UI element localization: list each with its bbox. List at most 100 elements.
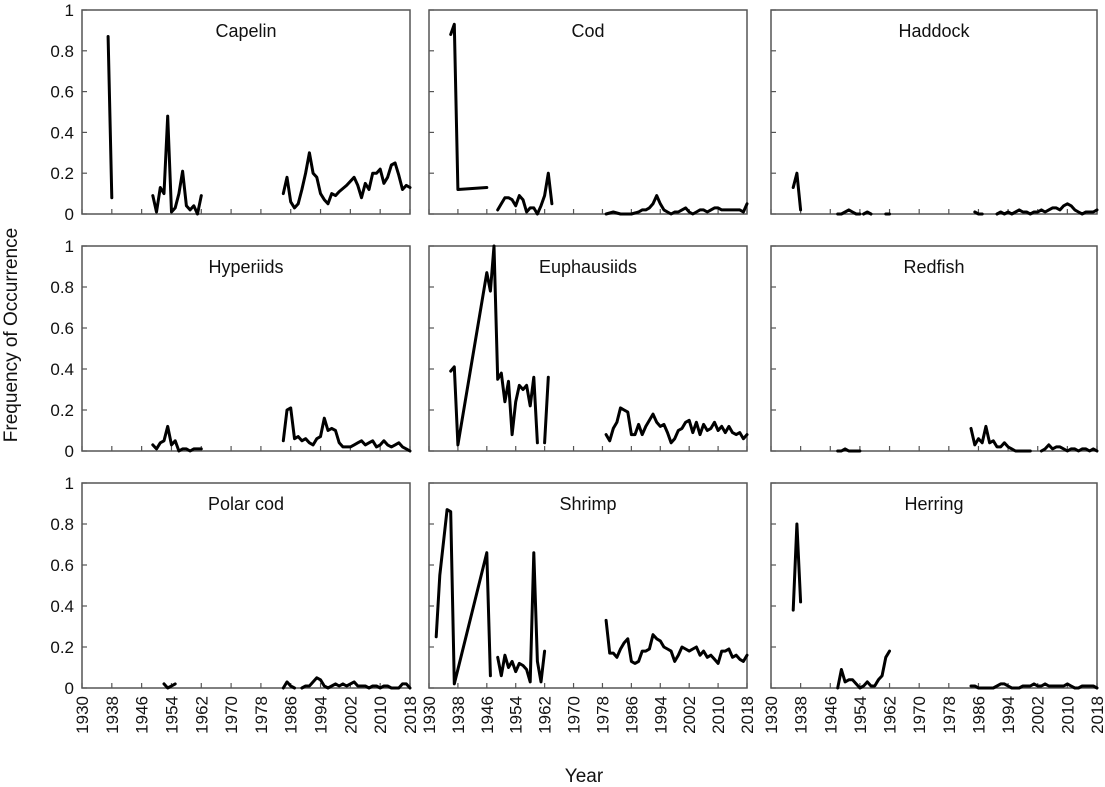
- series-line: [543, 375, 550, 445]
- y-tick-label: 1: [65, 474, 74, 493]
- panel-title: Cod: [571, 21, 604, 41]
- y-tick-label: 1: [65, 1, 74, 20]
- panel-frame: [428, 9, 748, 215]
- x-tick-label: 1970: [222, 696, 241, 734]
- x-tick-label: 1938: [449, 696, 468, 734]
- y-tick-label: 0.2: [50, 164, 74, 183]
- panels-grid: 0 0.2 0.4 0.6 0.8 1 Capelin Cod Haddock 0 0.2 0.4 0.…: [50, 1, 1105, 734]
- panel-title: Hyperiids: [208, 257, 283, 277]
- y-tick-label: 0.6: [50, 83, 74, 102]
- series-line: [836, 649, 891, 690]
- y-tick-label: 0.4: [50, 360, 74, 379]
- y-tick-label: 0.4: [50, 123, 74, 142]
- x-tick-label: 1978: [252, 696, 271, 734]
- series-line: [791, 171, 803, 212]
- panel-capelin: 0 0.2 0.4 0.6 0.8 1 Capelin: [50, 1, 412, 224]
- series-line: [300, 676, 412, 690]
- series-line: [281, 406, 412, 453]
- panel-title: Shrimp: [559, 494, 616, 514]
- x-tick-label: 1986: [282, 696, 301, 734]
- x-tick-label: 1954: [851, 696, 870, 734]
- y-tick-label: 1: [65, 237, 74, 256]
- x-tick-label: 1954: [162, 696, 181, 734]
- y-tick-label: 0.2: [50, 638, 74, 657]
- series-line: [449, 244, 539, 447]
- series-line: [1039, 443, 1099, 453]
- x-tick-label: 1970: [565, 696, 584, 734]
- y-axis-label: Frequency of Occurrence: [1, 228, 22, 442]
- x-tick-label: 1946: [478, 696, 497, 734]
- x-tick-label: 1946: [821, 696, 840, 734]
- panel-frame: [81, 245, 411, 452]
- x-tick-label: 1986: [622, 696, 641, 734]
- panel-frame: [770, 245, 1098, 452]
- y-tick-label: 0.4: [50, 597, 74, 616]
- panel-title: Polar cod: [208, 494, 284, 514]
- x-tick-label: 1938: [103, 696, 122, 734]
- series-line: [151, 424, 203, 453]
- panel-title: Haddock: [898, 21, 970, 41]
- series-line: [434, 508, 492, 686]
- x-tick-label: 1962: [192, 696, 211, 734]
- x-tick-label: 2002: [680, 696, 699, 734]
- panel-frame: [770, 9, 1098, 215]
- x-tick-label: 1994: [312, 696, 331, 734]
- panel-title: Capelin: [215, 21, 276, 41]
- series-line: [973, 210, 984, 216]
- panel-title: Herring: [904, 494, 963, 514]
- x-tick-label: 1930: [762, 696, 781, 734]
- y-tick-label: 0: [65, 442, 74, 461]
- x-tick-label: 2018: [401, 696, 420, 734]
- y-tick-label: 0.8: [50, 515, 74, 534]
- x-tick-label: 1978: [940, 696, 959, 734]
- y-tick-label: 0.8: [50, 278, 74, 297]
- x-tick-label: 2010: [709, 696, 728, 734]
- series-line: [281, 151, 412, 210]
- x-tick-label: 1962: [881, 696, 900, 734]
- series-line: [862, 210, 873, 216]
- x-tick-label: 1938: [792, 696, 811, 734]
- x-tick-label: 2010: [371, 696, 390, 734]
- series-line: [496, 171, 554, 216]
- panel-euphausiids: Euphausiids: [428, 244, 749, 452]
- series-line: [604, 194, 749, 216]
- x-tick-label: 2018: [1088, 696, 1105, 734]
- series-line: [604, 406, 749, 445]
- x-axis-label: Year: [565, 766, 604, 787]
- y-tick-label: 0.6: [50, 319, 74, 338]
- series-line: [496, 551, 547, 684]
- panel-frame: [770, 482, 1098, 689]
- x-tick-label: 2010: [1058, 696, 1077, 734]
- x-tick-label: 1946: [133, 696, 152, 734]
- series-line: [836, 208, 862, 216]
- series-line: [151, 114, 203, 216]
- panel-title: Redfish: [903, 257, 964, 277]
- x-tick-label: 2002: [1029, 696, 1048, 734]
- y-tick-label: 0.6: [50, 556, 74, 575]
- x-tick-label: 1930: [73, 696, 92, 734]
- series-line: [791, 522, 803, 612]
- x-tick-label: 1978: [593, 696, 612, 734]
- x-tick-label: 1970: [910, 696, 929, 734]
- y-tick-label: 0: [65, 679, 74, 698]
- x-tick-label: 1994: [651, 696, 670, 734]
- series-line: [969, 424, 1032, 453]
- panel-redfish: Redfish: [770, 245, 1099, 453]
- x-tick-label: 1994: [999, 696, 1018, 734]
- panel-frame: [81, 482, 411, 689]
- series-line: [162, 682, 177, 690]
- y-tick-label: 0.2: [50, 401, 74, 420]
- y-tick-label: 0.8: [50, 42, 74, 61]
- series-line: [106, 35, 114, 200]
- series-line: [995, 202, 1099, 216]
- panel-hyperiids: 0 0.2 0.4 0.6 0.8 1 Hyperiids: [50, 237, 412, 461]
- panel-polar-cod: 0 0.2 0.4 0.6 0.8 1 1930 1938 1946 1954 1962 1970 19…: [50, 474, 420, 734]
- panel-shrimp: 1930 1938 1946 1954 1962 1970 1978 1986 1994 2002…: [420, 482, 757, 734]
- x-tick-label: 1930: [420, 696, 439, 734]
- panel-cod: Cod: [428, 9, 749, 216]
- panel-title: Euphausiids: [539, 257, 637, 277]
- panel-frame: [428, 482, 748, 689]
- x-tick-label: 1986: [969, 696, 988, 734]
- series-line: [604, 618, 749, 665]
